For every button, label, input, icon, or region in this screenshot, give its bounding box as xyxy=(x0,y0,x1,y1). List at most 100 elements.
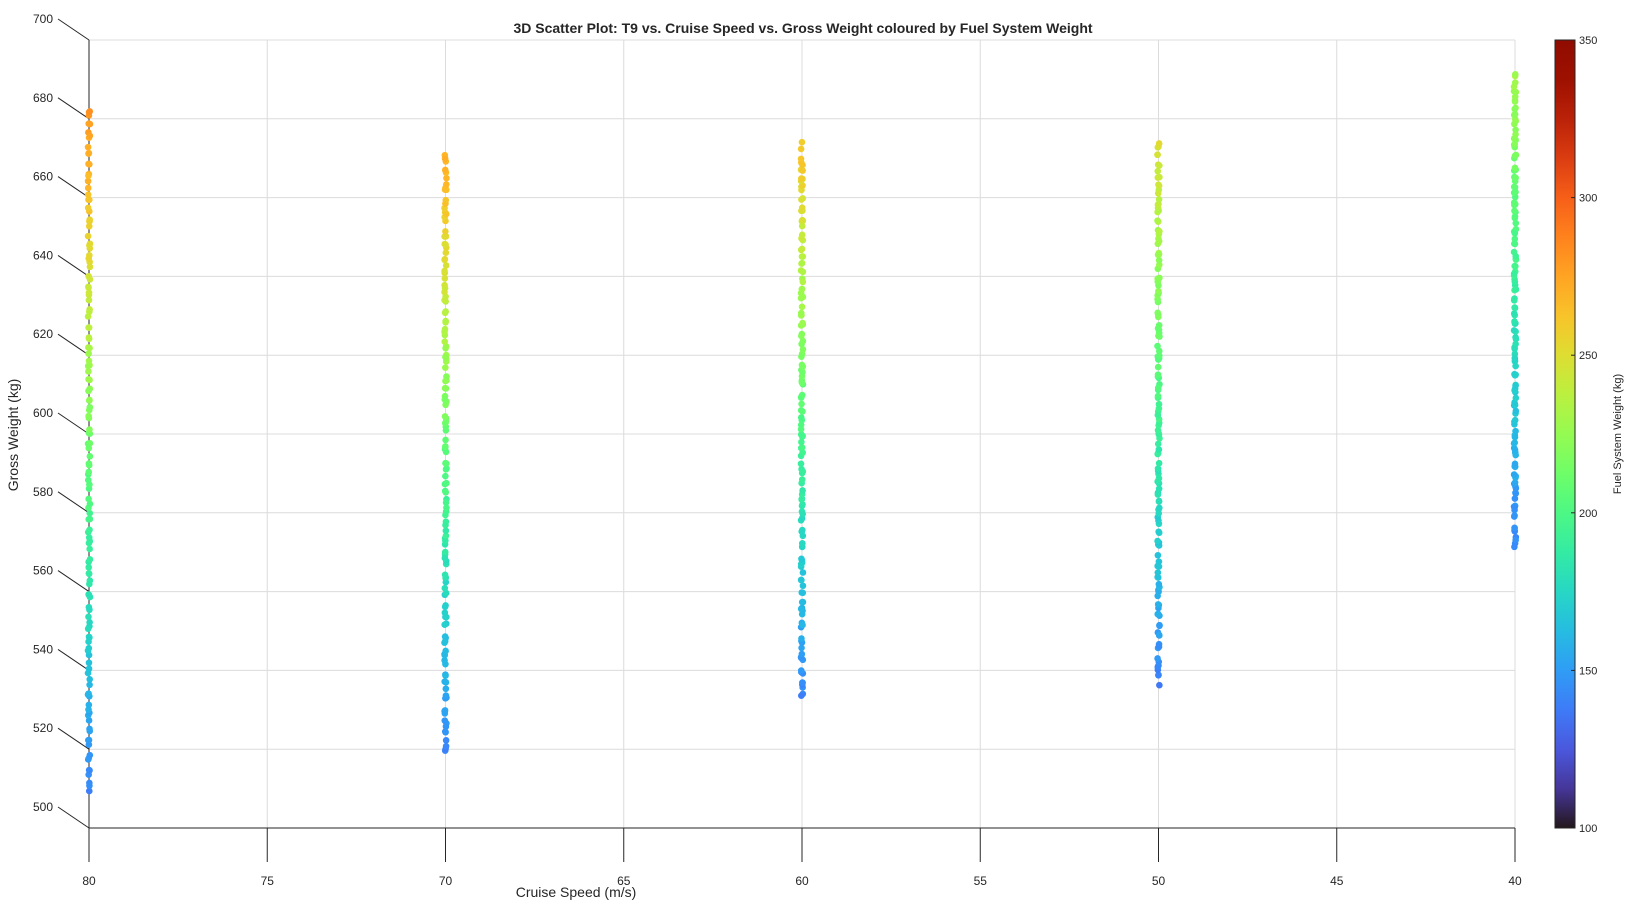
scatter-point xyxy=(441,571,449,579)
scatter-point xyxy=(797,421,805,429)
colorbar-tick-label: 250 xyxy=(1579,350,1597,362)
scatter-point xyxy=(443,373,450,380)
scatter-point xyxy=(441,413,449,420)
y-tick-label: 500 xyxy=(33,800,53,814)
scatter-point xyxy=(1510,471,1518,478)
scatter-point xyxy=(84,184,92,192)
scatter-point xyxy=(799,621,806,629)
scatter-point xyxy=(798,444,806,451)
scatter-point xyxy=(85,495,92,503)
scatter-point xyxy=(441,296,448,304)
scatter-point xyxy=(1155,332,1162,340)
scatter-point xyxy=(441,240,449,248)
scatter-point xyxy=(442,685,450,693)
scatter-point xyxy=(442,317,449,325)
scatter-point xyxy=(1510,248,1518,256)
y-tick-label: 620 xyxy=(33,327,53,341)
x-tick-label: 40 xyxy=(1508,874,1522,888)
scatter-point xyxy=(799,167,806,174)
scatter-point xyxy=(86,634,93,641)
scatter-point xyxy=(798,353,805,360)
scatter-point xyxy=(798,496,805,503)
scatter-point xyxy=(1511,354,1519,362)
scatter-point xyxy=(85,665,93,673)
scatter-point xyxy=(84,625,92,633)
scatter-point xyxy=(798,650,806,658)
scatter-point xyxy=(86,308,93,316)
scatter-point xyxy=(1155,558,1163,565)
scatter-points xyxy=(84,71,1520,795)
scatter-point xyxy=(442,262,450,269)
y-tick-label: 540 xyxy=(33,642,53,656)
scatter-point xyxy=(1154,217,1161,224)
scatter-point xyxy=(442,489,450,496)
scatter-point xyxy=(1511,460,1519,468)
scatter-point xyxy=(86,619,93,626)
scatter-point xyxy=(1510,199,1518,206)
scatter-point xyxy=(797,414,805,421)
scatter-point xyxy=(797,407,805,414)
scatter-point xyxy=(84,191,92,198)
scatter-point xyxy=(86,439,94,447)
scatter-point xyxy=(85,222,93,230)
scatter-point xyxy=(798,245,806,253)
scatter-point xyxy=(442,443,449,451)
scatter-point xyxy=(86,676,93,683)
scatter-point xyxy=(1155,671,1162,679)
x-tick-label: 55 xyxy=(974,874,988,888)
scatter-point xyxy=(442,499,450,506)
scatter-point xyxy=(85,787,93,795)
scatter-point xyxy=(1511,512,1518,519)
scatter-point xyxy=(442,672,449,680)
scatter-point xyxy=(86,500,94,508)
scatter-point xyxy=(1154,392,1162,400)
scatter-point xyxy=(1154,411,1162,419)
scatter-point xyxy=(1511,262,1518,270)
scatter-point xyxy=(441,707,449,714)
scatter-point xyxy=(86,509,94,517)
scatter-point xyxy=(1155,347,1163,355)
scatter-point xyxy=(1155,528,1162,536)
scatter-point xyxy=(86,526,93,534)
scatter-point xyxy=(442,728,449,736)
scatter-point xyxy=(1156,162,1163,169)
scatter-point xyxy=(799,569,807,576)
scatter-point xyxy=(798,528,806,535)
scatter-point xyxy=(798,391,806,399)
scatter-point xyxy=(86,240,94,248)
scatter-point xyxy=(799,337,807,345)
scatter-point xyxy=(1156,681,1163,689)
scatter-point xyxy=(1511,524,1518,532)
scatter-point xyxy=(1511,278,1519,286)
scatter-point xyxy=(1511,140,1518,148)
scatter-point xyxy=(799,432,806,440)
scatter-point xyxy=(443,504,450,512)
scatter-point xyxy=(1156,621,1163,629)
scatter-point xyxy=(85,149,93,157)
scatter-point xyxy=(1510,183,1518,191)
scatter-point xyxy=(86,344,93,352)
scatter-point xyxy=(1510,111,1518,119)
scatter-point xyxy=(85,368,92,375)
y-tick-mark xyxy=(57,333,90,356)
scatter-point xyxy=(85,706,92,713)
scatter-point xyxy=(798,379,806,386)
y-tick-label: 520 xyxy=(33,721,53,735)
scatter-point xyxy=(443,210,450,218)
scatter-point xyxy=(1512,536,1519,544)
scatter-point xyxy=(1510,310,1518,317)
scatter-point xyxy=(85,534,93,541)
scatter-point xyxy=(1155,195,1163,203)
y-tick-mark xyxy=(57,491,90,514)
scatter-point xyxy=(441,621,448,628)
scatter-point xyxy=(1154,342,1161,350)
scatter-point xyxy=(85,570,93,577)
y-tick-mark xyxy=(57,176,90,199)
scatter-point xyxy=(441,633,449,640)
scatter-point xyxy=(798,400,805,408)
scatter-point xyxy=(1511,79,1519,86)
y-tick-label: 600 xyxy=(33,406,53,420)
scatter-point xyxy=(86,132,94,140)
